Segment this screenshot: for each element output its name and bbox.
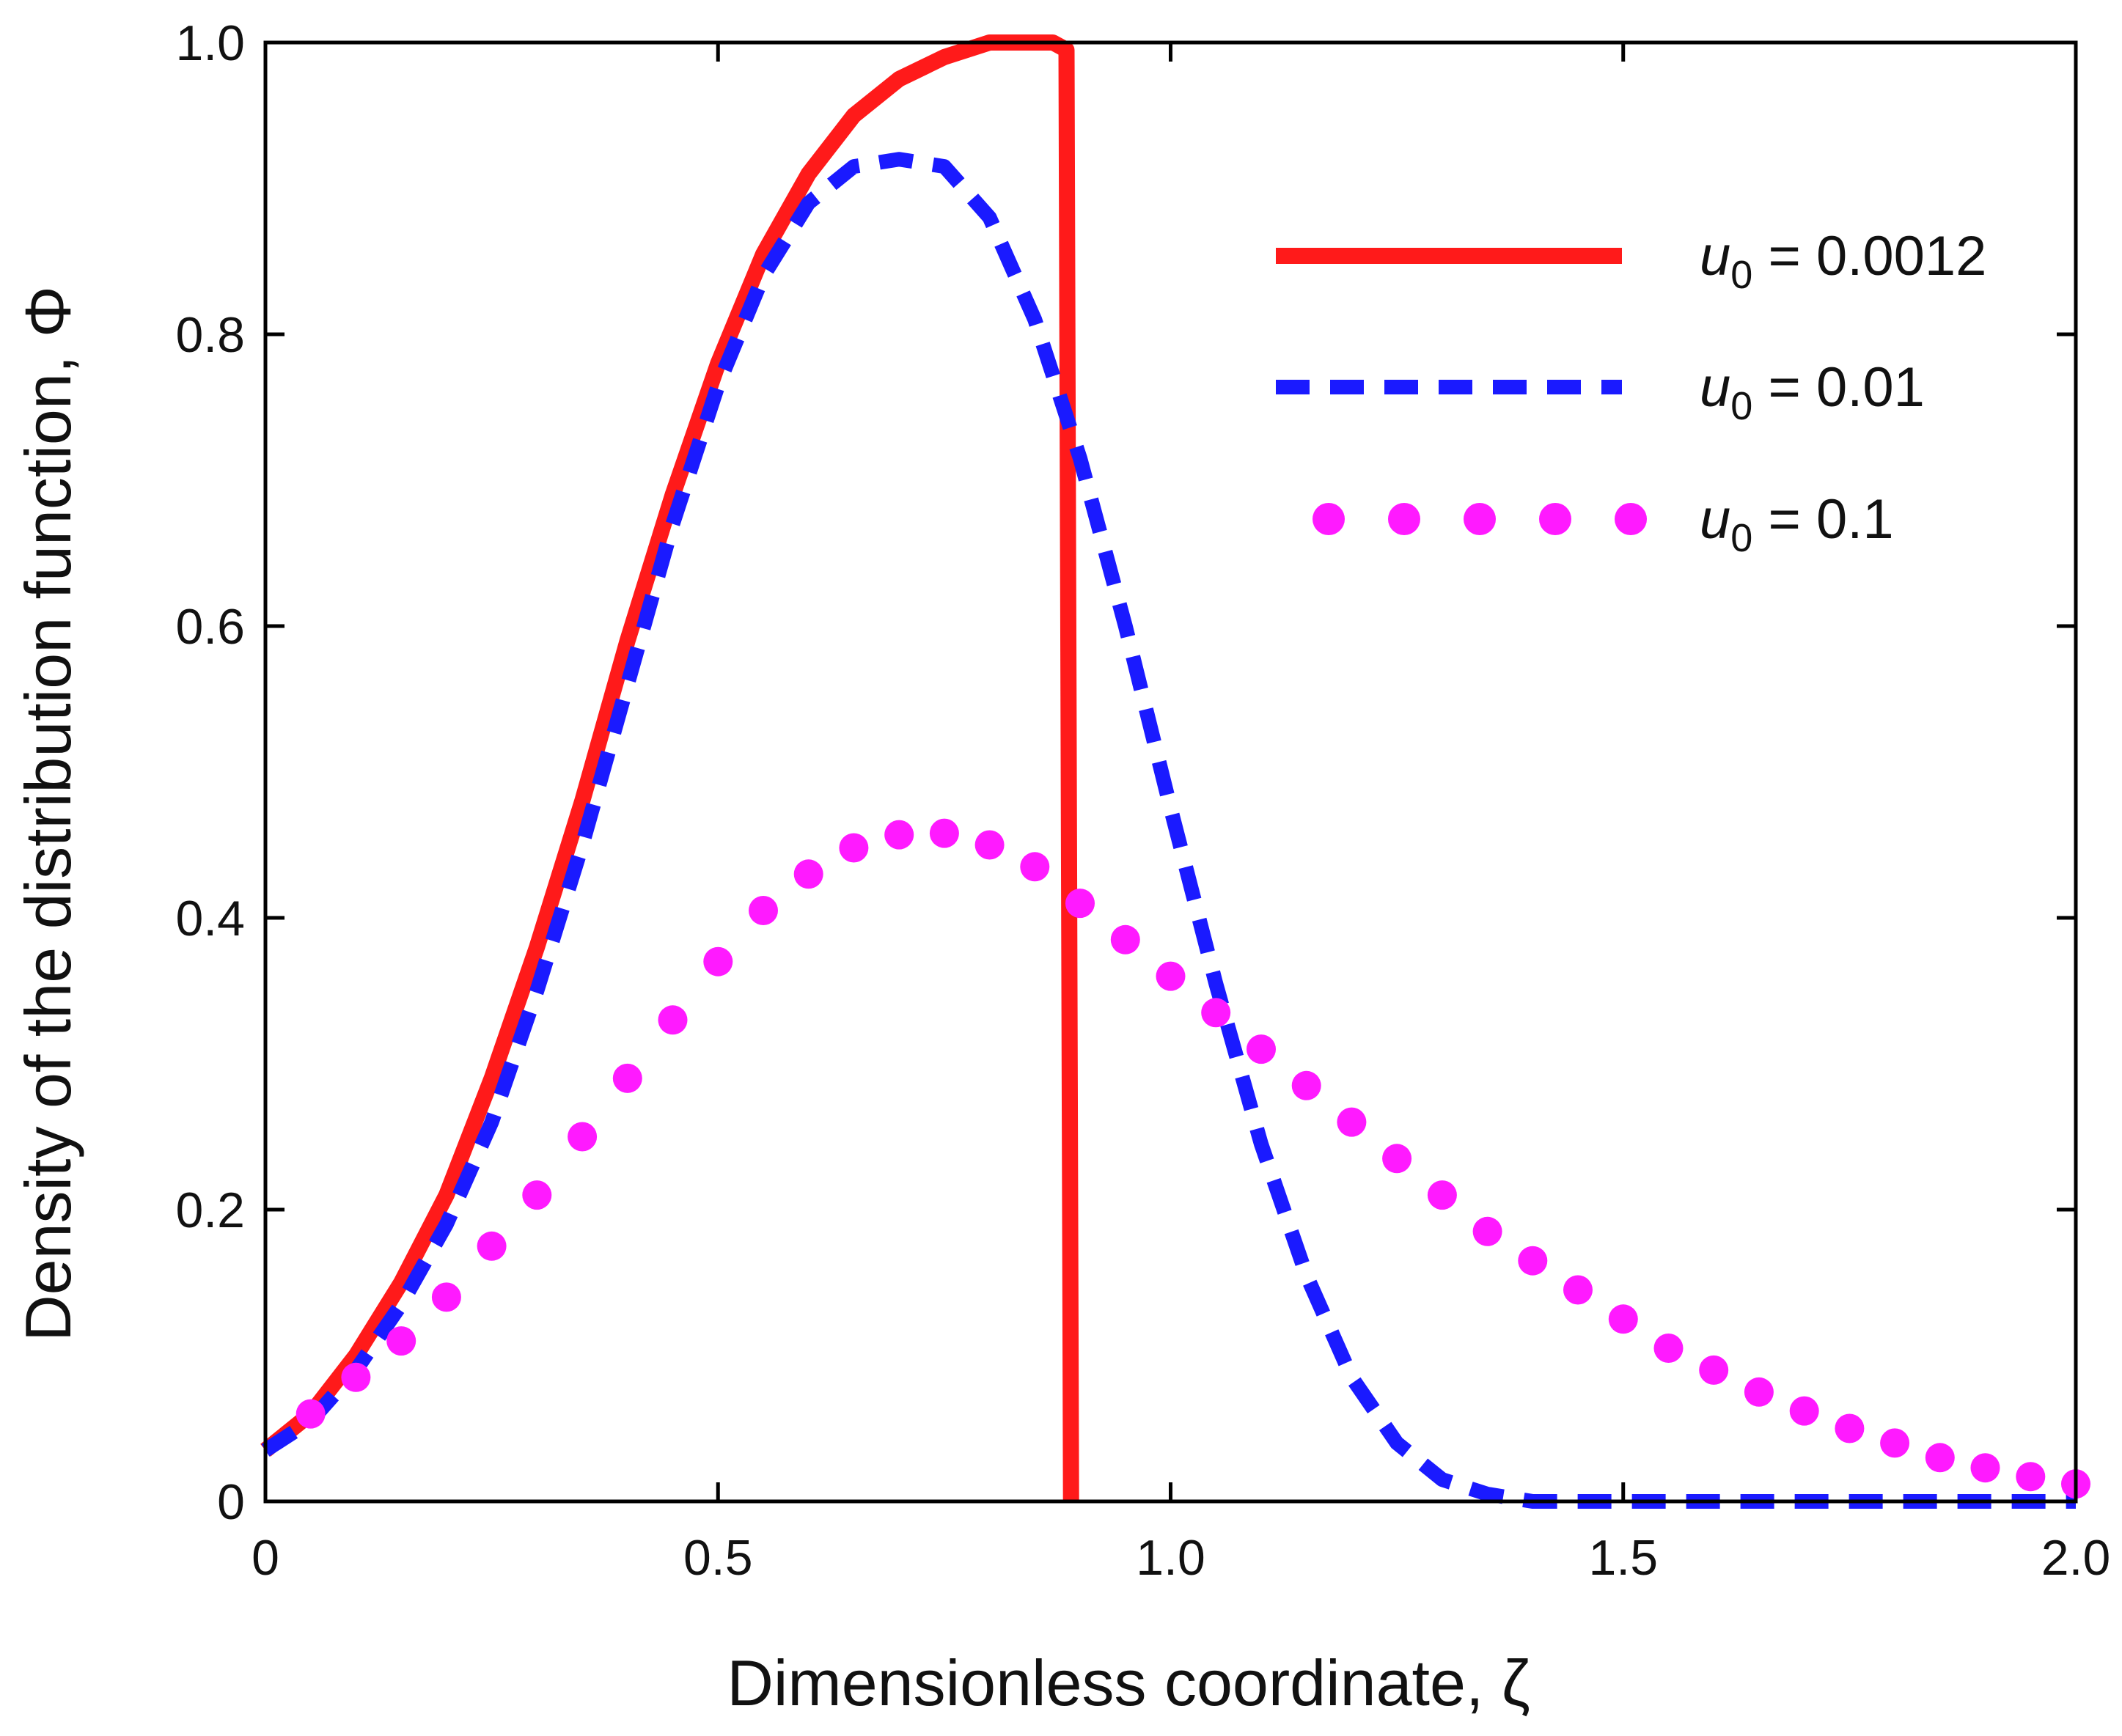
legend-entry-1: u0 = 0.01 <box>1276 356 1925 428</box>
series-2-point <box>1472 1216 1502 1246</box>
series-2-point <box>929 818 959 848</box>
legend: u0 = 0.0012 u0 = 0.01 u0 = 0.1 <box>1276 225 1986 560</box>
series-2-point <box>2016 1462 2046 1492</box>
y-tick-label: 0.4 <box>175 891 245 946</box>
series-2-point <box>1925 1443 1955 1473</box>
legend-marker <box>1464 503 1496 535</box>
series-2-point <box>1291 1070 1321 1100</box>
legend-marker <box>1388 503 1420 535</box>
series-2-point <box>884 820 914 850</box>
legend-entry-2: u0 = 0.1 <box>1313 488 1894 560</box>
series-2-point <box>1880 1428 1910 1458</box>
legend-label: u0 = 0.01 <box>1700 356 1925 428</box>
x-tick-label: 1.0 <box>1136 1530 1205 1586</box>
series-2-point <box>658 1005 688 1035</box>
y-tick-label: 0.6 <box>175 599 245 655</box>
series-2-point <box>1608 1304 1638 1334</box>
ticks-layer: 0 0.5 1.0 1.5 2.0 0 0.2 0.4 0.6 0.8 1.0 <box>175 15 2110 1586</box>
series-2-point <box>568 1122 598 1152</box>
series-2-point <box>295 1399 326 1429</box>
series-2-point <box>477 1231 507 1261</box>
series-2-point <box>341 1362 371 1392</box>
series-2-point <box>1110 924 1140 955</box>
series-2-point <box>749 896 778 925</box>
x-tick-label: 2.0 <box>2041 1530 2111 1586</box>
y-tick-label: 1.0 <box>175 15 245 71</box>
series-2-point <box>974 830 1005 860</box>
series-2-point <box>1699 1355 1729 1385</box>
series-2-point <box>1653 1334 1684 1363</box>
series-2-point <box>793 859 823 889</box>
legend-label: u0 = 0.0012 <box>1700 225 1986 297</box>
series-2-point <box>1156 961 1186 991</box>
y-tick-label: 0.2 <box>175 1183 245 1238</box>
series-2-point <box>1518 1246 1548 1276</box>
series-2-point <box>1201 998 1231 1028</box>
series-2-point <box>1337 1107 1367 1137</box>
series-2-point <box>1020 852 1050 882</box>
x-tick-label: 1.5 <box>1588 1530 1658 1586</box>
series-2-point <box>1835 1413 1865 1443</box>
series-2-point <box>1563 1275 1593 1305</box>
series-2-point <box>386 1326 416 1356</box>
series-2-point <box>1382 1144 1412 1174</box>
series-2-point <box>1247 1034 1276 1064</box>
series-2-point <box>703 946 733 976</box>
legend-label: u0 = 0.1 <box>1700 488 1894 560</box>
series-1-line <box>261 152 2076 1509</box>
x-axis-title: Dimensionless coordinate, ζ <box>727 1647 1530 1719</box>
series-2-point <box>612 1063 642 1093</box>
series-2-markers <box>295 818 2090 1499</box>
series-2-point <box>522 1180 552 1210</box>
y-axis-title: Density of the distribution function, Φ <box>12 286 84 1342</box>
series-2-point <box>1789 1396 1819 1426</box>
series-2-point <box>839 833 869 863</box>
legend-marker <box>1615 503 1647 535</box>
series-2-point <box>431 1282 461 1312</box>
y-tick-label: 0.8 <box>175 307 245 363</box>
series-2-point <box>1744 1377 1774 1407</box>
series-2-point <box>1065 889 1095 919</box>
legend-marker <box>1313 503 1345 535</box>
series-2-point <box>1970 1453 2000 1483</box>
y-tick-label: 0 <box>217 1474 245 1530</box>
legend-entry-0: u0 = 0.0012 <box>1276 225 1986 297</box>
series-2-point <box>1427 1180 1457 1210</box>
x-tick-label: 0 <box>252 1530 279 1586</box>
legend-marker <box>1539 503 1571 535</box>
x-tick-label: 0.5 <box>683 1530 753 1586</box>
